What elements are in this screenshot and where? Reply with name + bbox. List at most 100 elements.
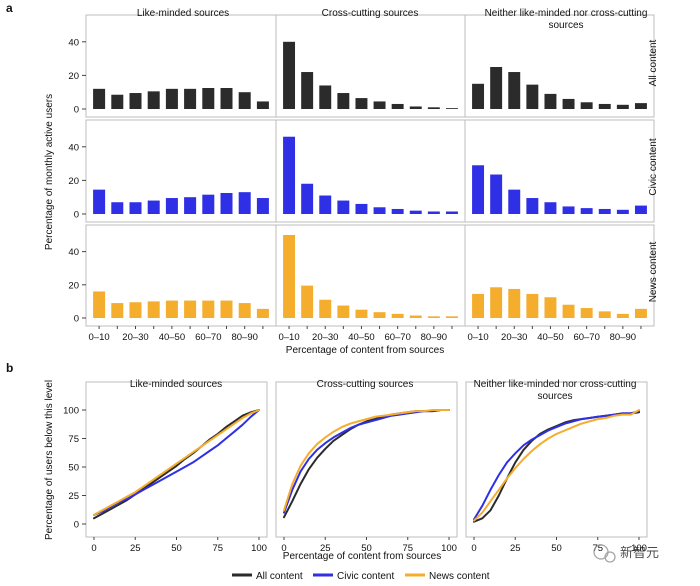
bar-panel-frame-civic-neither (464, 119, 655, 223)
bar-all-cross-cutting-7 (391, 103, 404, 109)
bar-civic-like-minded-4 (147, 200, 160, 214)
bar-civic-neither-10 (634, 205, 647, 214)
row-label-civic-content: Civic content (648, 138, 659, 195)
bar-civic-neither-7 (580, 208, 593, 214)
x-tick-label-cross-cutting-4: 60–70 (384, 332, 410, 343)
bar-all-like-minded-5 (165, 88, 178, 109)
b-y-tick-label-75: 75 (68, 434, 79, 445)
bar-news-cross-cutting-2 (301, 285, 314, 318)
bar-civic-like-minded-1 (93, 189, 106, 214)
bar-civic-neither-3 (508, 189, 521, 214)
bar-all-like-minded-10 (256, 101, 269, 109)
y-tick-label-all-20: 20 (68, 71, 79, 82)
panel-frames (85, 14, 655, 538)
line-news-like-minded (93, 409, 260, 516)
bar-civic-cross-cutting-1 (283, 136, 296, 214)
b-x-tick-label-like-minded-0: 0 (91, 543, 96, 554)
bar-all-cross-cutting-9 (427, 107, 440, 109)
panel-b-column-title-neither-line2: sources (537, 391, 572, 402)
x-tick-label-like-minded-2: 20–30 (122, 332, 148, 343)
bar-news-cross-cutting-4 (337, 305, 350, 318)
line-civic-neither (473, 410, 640, 521)
x-tick-label-like-minded-3: 40–50 (159, 332, 185, 343)
x-tick-label-cross-cutting-2: 20–30 (312, 332, 338, 343)
x-tick-label-cross-cutting-1: 0–10 (278, 332, 299, 343)
b-x-tick-label-cross-cutting-0: 0 (281, 543, 286, 554)
bar-news-cross-cutting-3 (319, 299, 332, 318)
panel-a-column-title-neither-line1: Neither like-minded nor cross-cutting (485, 8, 648, 19)
panel-a-column-title-cross-cutting: Cross-cutting sources (322, 8, 419, 19)
b-x-tick-label-neither-0: 0 (471, 543, 476, 554)
b-x-tick-label-cross-cutting-50: 50 (361, 543, 372, 554)
b-y-tick-label-0: 0 (74, 520, 79, 531)
bar-civic-cross-cutting-4 (337, 200, 350, 214)
bar-all-neither-7 (580, 102, 593, 109)
bar-all-cross-cutting-5 (355, 98, 368, 109)
bar-all-cross-cutting-3 (319, 85, 332, 109)
bar-civic-cross-cutting-10 (445, 211, 458, 214)
x-tick-label-neither-2: 20–30 (501, 332, 527, 343)
x-tick-label-like-minded-4: 60–70 (195, 332, 221, 343)
bar-civic-neither-2 (490, 174, 503, 214)
bar-panel-frame-all-neither (464, 14, 655, 118)
bar-all-cross-cutting-8 (409, 106, 422, 109)
panel-b-column-title-neither-line1: Neither like-minded nor cross-cutting (474, 379, 637, 390)
y-tick-label-all-40: 40 (68, 37, 79, 48)
bar-news-like-minded-1 (93, 291, 106, 318)
line-panel-frame-cross-cutting (275, 381, 458, 538)
bar-civic-neither-9 (616, 209, 629, 214)
x-tick-label-cross-cutting-5: 80–90 (421, 332, 447, 343)
bar-all-like-minded-9 (238, 92, 251, 109)
bar-civic-cross-cutting-6 (373, 207, 386, 214)
line-panel-frame-neither (465, 381, 648, 538)
bar-civic-neither-4 (526, 198, 539, 214)
b-x-tick-label-neither-75: 75 (592, 543, 603, 554)
bar-civic-like-minded-6 (184, 197, 197, 214)
bar-news-neither-1 (472, 293, 485, 318)
bar-all-neither-1 (472, 83, 485, 109)
bar-civic-like-minded-9 (238, 192, 251, 214)
line-all-like-minded (93, 409, 260, 520)
bar-news-neither-4 (526, 293, 539, 318)
b-x-tick-label-like-minded-100: 100 (251, 543, 267, 554)
b-x-tick-label-like-minded-50: 50 (171, 543, 182, 554)
bar-all-like-minded-2 (111, 94, 124, 109)
bar-news-neither-2 (490, 287, 503, 318)
panel-b-column-title-like-minded: Like-minded sources (130, 379, 222, 390)
row-label-news-content: News content (648, 241, 659, 302)
panel-a-y-axis-label: Percentage of monthly active users (44, 94, 55, 250)
b-x-tick-label-like-minded-25: 25 (130, 543, 141, 554)
b-y-tick-label-25: 25 (68, 491, 79, 502)
bar-news-like-minded-7 (202, 300, 215, 318)
b-y-tick-label-100: 100 (63, 406, 79, 417)
bar-civic-like-minded-8 (220, 193, 233, 214)
line-news-neither (473, 409, 640, 522)
watermark: 新智元 (593, 544, 659, 563)
y-tick-label-civic-40: 40 (68, 142, 79, 153)
wechat-icon-small (604, 551, 616, 563)
b-x-tick-label-cross-cutting-25: 25 (320, 543, 331, 554)
bar-news-cross-cutting-5 (355, 309, 368, 318)
b-x-tick-label-neither-25: 25 (510, 543, 521, 554)
bar-civic-cross-cutting-7 (391, 208, 404, 214)
chart-marks: 0 20 40 0 20 40 0 20 40 0–10 20–30 40–50 60–70 80–90 0… (63, 37, 647, 554)
bar-all-neither-5 (544, 93, 557, 109)
bar-news-like-minded-6 (184, 300, 197, 318)
line-news-cross-cutting (283, 409, 450, 512)
x-tick-label-neither-5: 80–90 (610, 332, 636, 343)
bar-civic-like-minded-2 (111, 202, 124, 214)
bar-news-like-minded-10 (256, 308, 269, 318)
panel-a-column-title-like-minded: Like-minded sources (137, 8, 229, 19)
bar-news-like-minded-4 (147, 301, 160, 318)
bar-civic-like-minded-10 (256, 198, 269, 214)
bar-all-like-minded-4 (147, 91, 160, 109)
bar-news-neither-9 (616, 313, 629, 318)
panel-a-column-title-neither-line2: sources (548, 20, 583, 31)
b-x-tick-label-cross-cutting-100: 100 (441, 543, 457, 554)
bar-news-cross-cutting-1 (283, 235, 296, 318)
y-tick-label-news-0: 0 (74, 314, 79, 325)
bar-all-neither-8 (598, 103, 611, 109)
watermark-text: 新智元 (620, 545, 659, 560)
line-all-cross-cutting (283, 409, 450, 519)
bar-all-neither-6 (562, 98, 575, 109)
